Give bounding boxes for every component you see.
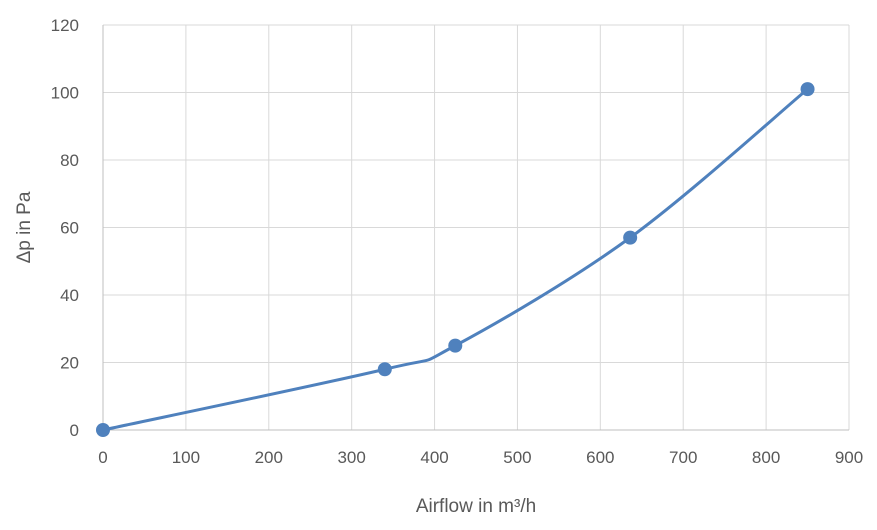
x-tick-label: 900 xyxy=(835,448,863,467)
y-tick-label: 120 xyxy=(51,16,79,35)
x-tick-label: 500 xyxy=(503,448,531,467)
data-point-marker xyxy=(377,362,392,377)
x-tick-label: 400 xyxy=(420,448,448,467)
gridlines xyxy=(103,24,850,430)
data-point-marker xyxy=(96,423,110,437)
x-tick-label: 200 xyxy=(255,448,283,467)
data-point-marker xyxy=(448,338,463,353)
x-tick-label: 600 xyxy=(586,448,614,467)
x-tick-label: 700 xyxy=(669,448,697,467)
y-tick-label: 80 xyxy=(60,151,79,170)
y-tick-label: 0 xyxy=(70,421,79,440)
data-point-marker xyxy=(800,82,815,97)
data-point-marker xyxy=(623,230,638,245)
y-axis-title: Δp in Pa xyxy=(14,191,35,263)
x-tick-label: 800 xyxy=(752,448,780,467)
x-tick-label: 300 xyxy=(337,448,365,467)
tick-labels: 0 100 200 300 400 500 600 700 800 900 0 20 40 60 80 100… xyxy=(51,16,864,467)
x-tick-label: 100 xyxy=(172,448,200,467)
axes xyxy=(102,25,849,431)
x-tick-label: 0 xyxy=(98,448,107,467)
y-tick-label: 20 xyxy=(60,354,79,373)
y-tick-label: 40 xyxy=(60,286,79,305)
y-tick-label: 100 xyxy=(51,84,79,103)
series-line xyxy=(101,87,810,432)
x-axis-title: Airflow in m³/h xyxy=(416,496,536,517)
y-tick-label: 60 xyxy=(60,219,79,238)
series-layer xyxy=(96,82,815,437)
